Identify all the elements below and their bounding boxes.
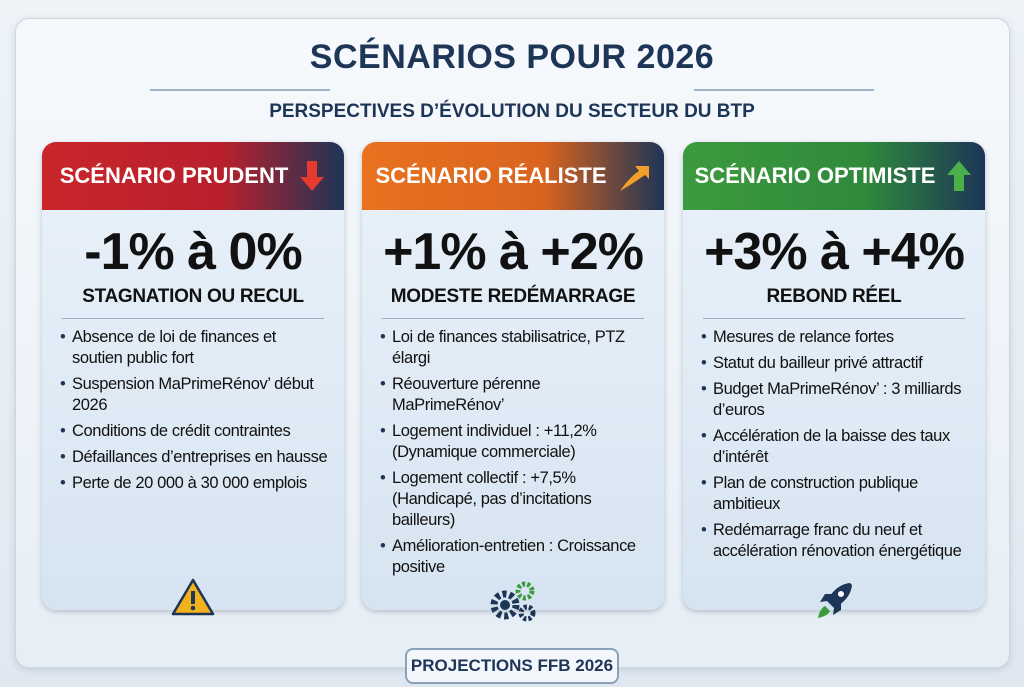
list-item: Perte de 20 000 à 30 000 emplois: [60, 473, 330, 494]
card-header: SCÉNARIO OPTIMISTE: [683, 142, 985, 210]
list-item: Réouverture pérenne MaPrimeRénov’: [380, 374, 650, 416]
gears-icon: [490, 581, 536, 622]
list-item: Redémarrage franc du neuf et accélératio…: [701, 520, 971, 562]
card-label: SCÉNARIO RÉALISTE: [375, 163, 607, 188]
list-item: Conditions de crédit contraintes: [60, 421, 330, 442]
list-item: Logement collectif : +7,5% (Handicapé, p…: [380, 468, 650, 531]
rocket-icon: [818, 583, 852, 618]
list-item: Logement individuel : +11,2% (Dynamique …: [380, 421, 650, 463]
list-item: Amélioration-entretien : Croissance posi…: [380, 536, 650, 578]
divider: [382, 318, 644, 319]
growth-range: -1% à 0%: [84, 223, 302, 281]
warning-icon: [171, 578, 215, 616]
card-header: SCÉNARIO PRUDENT: [42, 142, 344, 210]
growth-range: +3% à +4%: [704, 223, 965, 281]
list-item: Suspension MaPrimeRénov’ début 2026: [60, 374, 330, 416]
divider: [62, 318, 324, 319]
card-label: SCÉNARIO PRUDENT: [59, 163, 289, 188]
card-header: SCÉNARIO RÉALISTE: [362, 142, 664, 210]
scenario-summary: MODESTE REDÉMARRAGE: [390, 286, 636, 307]
page-subtitle: PERSPECTIVES D’ÉVOLUTION DU SECTEUR DU B…: [269, 101, 755, 122]
list-item: Défaillances d’entreprises en hausse: [60, 447, 330, 468]
growth-range: +1% à +2%: [383, 223, 644, 281]
scenario-card-prudent: SCÉNARIO PRUDENT -1% à 0% STAGNATION OU …: [42, 142, 344, 616]
list-item: Accélération de la baisse des taux d’int…: [701, 426, 971, 468]
list-item: Budget MaPrimeRénov’ : 3 milliards d’eur…: [701, 379, 971, 421]
list-item: Statut du bailleur privé attractif: [701, 353, 971, 374]
scenario-card-optimiste: SCÉNARIO OPTIMISTE +3% à +4% REBOND RÉEL…: [683, 142, 985, 618]
arrow-down-icon: [300, 161, 325, 191]
title-divider-right: [694, 89, 874, 91]
page-title: SCÉNARIOS POUR 2026: [309, 38, 715, 76]
list-item: Loi de finances stabilisatrice, PTZ élar…: [380, 327, 650, 369]
footer-badge: PROJECTIONS FFB 2026: [405, 648, 619, 684]
list-item: Absence de loi de finances et soutien pu…: [60, 327, 330, 369]
scenario-card-realiste: SCÉNARIO RÉALISTE +1% à +2% MODESTE REDÉ…: [362, 142, 664, 622]
scenario-summary: REBOND RÉEL: [766, 286, 902, 307]
arrow-up-icon: [947, 161, 972, 191]
list-item: Plan de construction publique ambitieux: [701, 473, 971, 515]
arrow-up-right-icon: [619, 166, 649, 191]
card-label: SCÉNARIO OPTIMISTE: [694, 163, 936, 188]
divider: [703, 318, 965, 319]
list-item: Mesures de relance fortes: [701, 327, 971, 348]
scenario-summary: STAGNATION OU RECUL: [82, 286, 304, 307]
title-divider-left: [150, 89, 330, 91]
